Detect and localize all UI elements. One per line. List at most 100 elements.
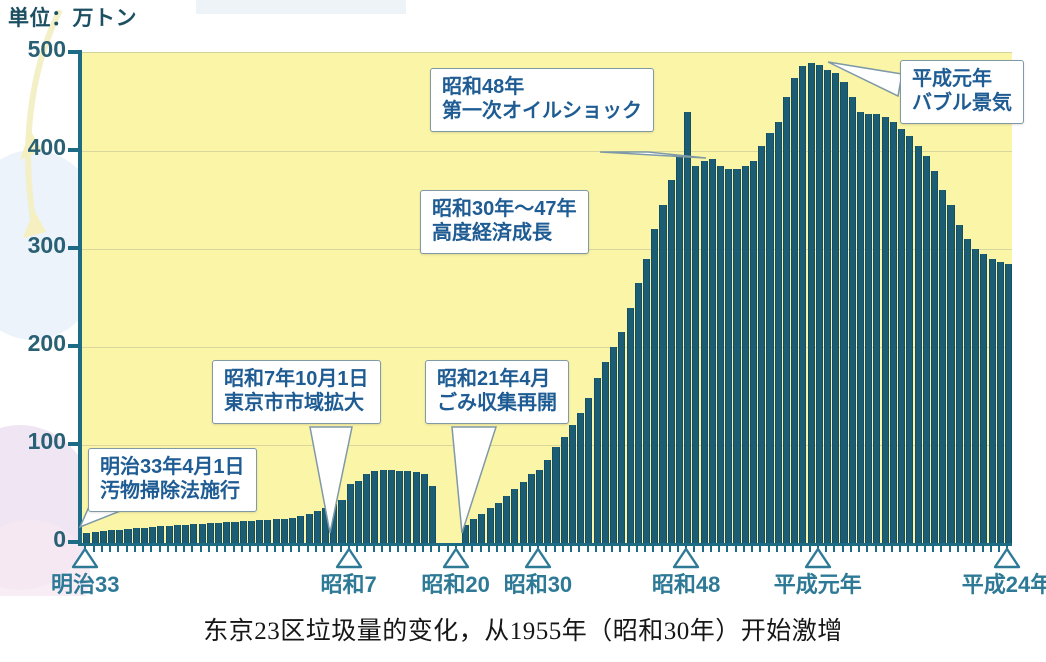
x-tick (92, 543, 95, 552)
bar (478, 513, 486, 543)
bar (535, 469, 544, 543)
header-strip (196, 0, 406, 14)
gridline-100 (82, 445, 1012, 446)
y-axis-labels: 0 100 200 300 400 500 (0, 0, 66, 560)
callout-showa48-line2: 第一次オイルショック (442, 100, 642, 123)
x-tick (207, 543, 210, 552)
bar (692, 165, 700, 543)
bar (157, 526, 165, 543)
bar (239, 521, 247, 543)
x-marker-triangle-icon (72, 547, 99, 569)
x-tick (825, 543, 828, 552)
x-tick (767, 543, 770, 552)
x-tick (388, 543, 391, 552)
x-marker-triangle-icon (524, 547, 552, 569)
callout-showa48-line1: 昭和48年 (442, 76, 525, 98)
bar (758, 146, 766, 543)
callout-showa30-47-line1: 昭和30年～47年 (432, 198, 577, 220)
x-tick (800, 543, 803, 552)
x-tick (981, 543, 984, 552)
x-tick (224, 543, 227, 552)
x-category-label-2: 昭和20 (421, 572, 490, 596)
x-tick (998, 543, 1000, 552)
bar (700, 160, 708, 543)
x-tick (932, 543, 935, 552)
bar (297, 515, 305, 543)
x-tick (537, 543, 540, 552)
bar (659, 204, 667, 543)
bar (980, 253, 988, 543)
bar (560, 437, 568, 543)
x-tick (471, 543, 474, 552)
x-tick (635, 543, 638, 552)
bar (610, 347, 618, 543)
bar-series (82, 53, 1013, 543)
x-tick (1006, 543, 1009, 552)
x-category-label-3: 昭和30 (503, 572, 573, 596)
bar (272, 519, 280, 543)
bar (947, 204, 955, 543)
bar (404, 471, 412, 543)
bar (503, 495, 511, 543)
caption-text: 东京23区垃圾量的变化，从1955年（昭和30年）开始激增 (203, 618, 843, 645)
x-category-label-4: 昭和48 (651, 572, 721, 596)
x-tick (298, 543, 301, 552)
x-tick (611, 543, 614, 552)
x-tick (570, 543, 573, 552)
callout-heisei1-line2: バブル景気 (912, 92, 1012, 115)
bar (642, 258, 651, 543)
bar (634, 283, 642, 543)
x-tick (561, 543, 564, 552)
x-tick (578, 543, 581, 552)
bar (321, 507, 330, 543)
x-tick (668, 543, 671, 552)
x-tick (446, 543, 449, 552)
bar (717, 165, 725, 543)
bar (1005, 263, 1013, 543)
bar (280, 518, 288, 543)
x-tick (306, 543, 309, 552)
y-tick-label-200: 200 (27, 330, 66, 356)
x-tick (463, 543, 466, 552)
x-tick (356, 543, 359, 552)
bar (955, 224, 963, 543)
callout-showa48: 昭和48年 第一次オイルショック (430, 68, 654, 132)
y-tick-label-500: 500 (27, 36, 66, 62)
x-tick (199, 543, 202, 552)
caption-bar: 东京23区垃圾量的变化，从1955年（昭和30年）开始激增 (0, 596, 1046, 662)
x-tick (100, 543, 103, 552)
x-tick (175, 543, 177, 552)
bar (766, 133, 774, 543)
x-tick (808, 543, 811, 552)
x-tick (520, 543, 523, 552)
x-tick (553, 543, 556, 552)
x-tick (142, 543, 145, 552)
callout-heisei1: 平成元年 バブル景気 (900, 60, 1024, 124)
x-tick (923, 543, 926, 552)
bar (198, 524, 206, 543)
x-tick (907, 543, 910, 552)
x-tick (413, 543, 416, 552)
bar (387, 470, 395, 543)
x-marker-triangle-icon (993, 547, 1021, 569)
x-tick (281, 543, 284, 552)
y-axis-line (78, 50, 82, 546)
callout-showa7-line2: 東京市市域拡大 (224, 392, 364, 415)
bar (149, 527, 157, 543)
bar (428, 486, 437, 543)
x-tick (397, 543, 400, 552)
bar (91, 532, 99, 543)
x-marker-triangle-icon (335, 547, 362, 569)
bar (988, 258, 996, 543)
x-tick (421, 543, 424, 552)
bar (330, 503, 338, 543)
bar (807, 62, 815, 543)
x-marker-triangle-icon (442, 547, 469, 569)
bar (889, 121, 897, 543)
x-tick (619, 543, 622, 552)
bar (552, 446, 560, 543)
x-tick (915, 543, 918, 552)
bar (708, 158, 716, 543)
bar (494, 502, 502, 543)
bar (725, 168, 733, 543)
